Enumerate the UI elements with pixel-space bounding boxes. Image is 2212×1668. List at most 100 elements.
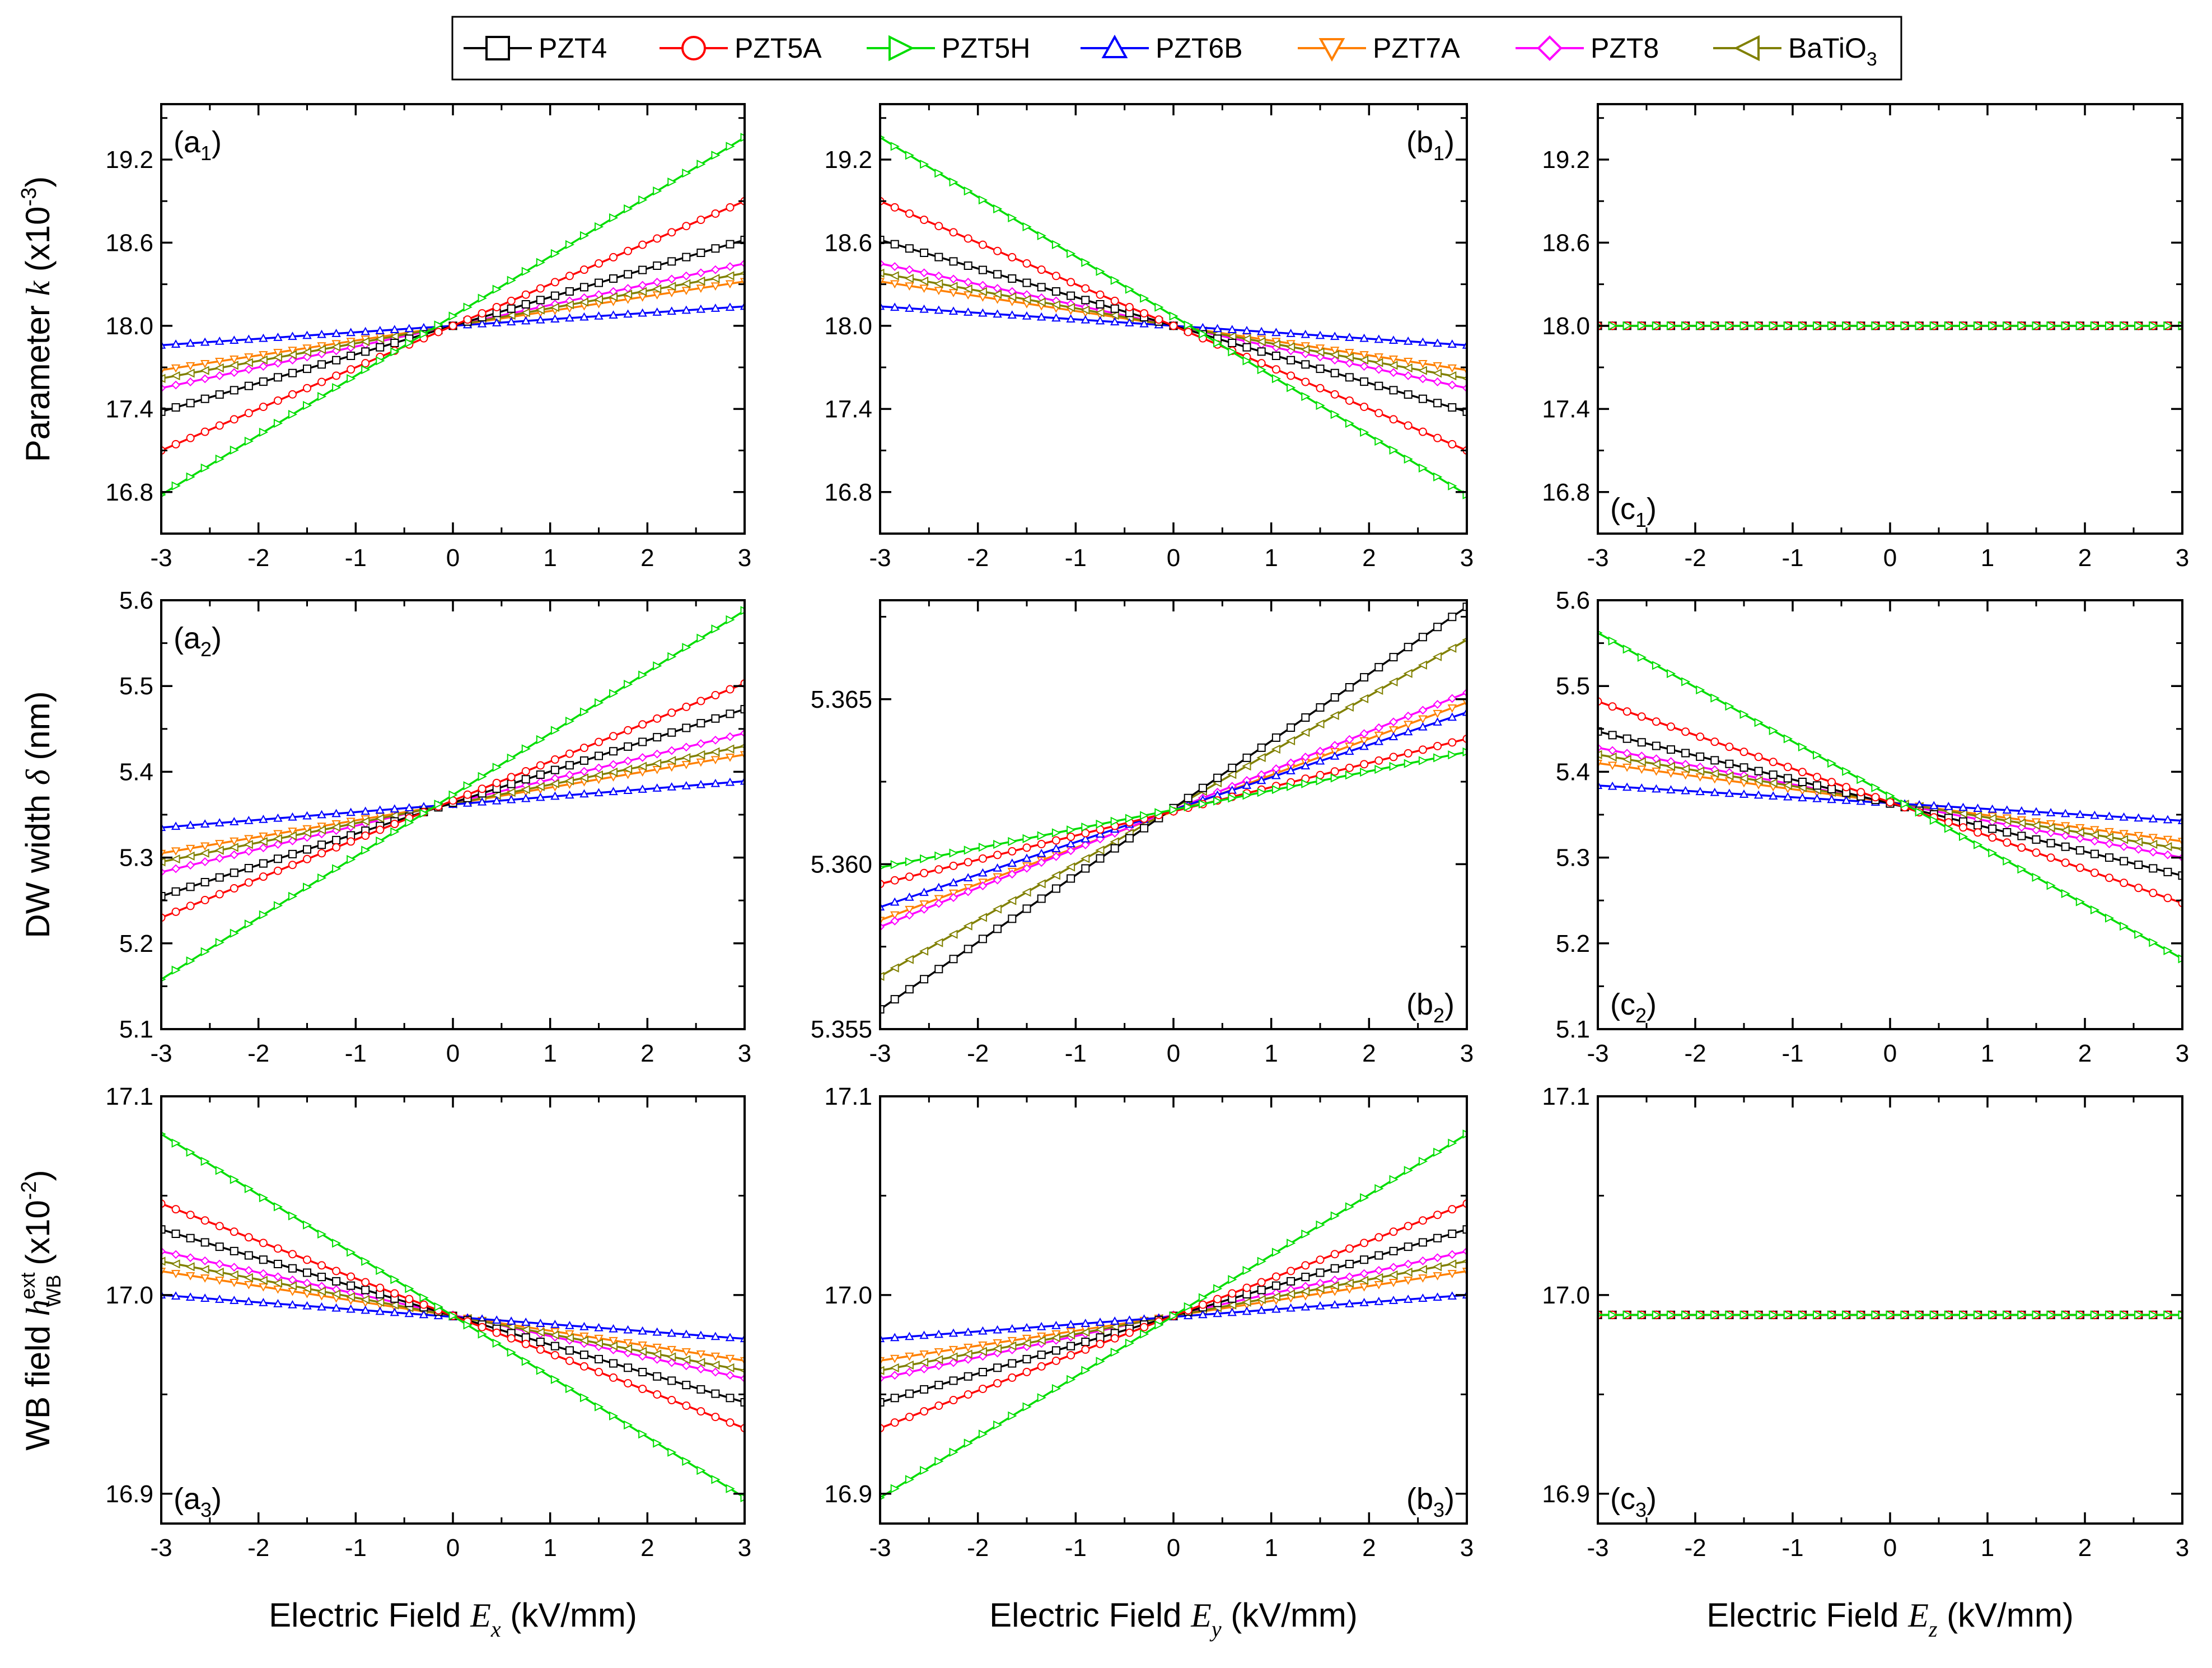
point-PZT6B [185,338,195,347]
point-PZT5A [1271,365,1280,374]
point-PZT4 [1345,1260,1354,1269]
point-PZT6B [1827,795,1836,803]
point-PZT7A [244,353,254,362]
point-PZT5A [1842,783,1851,792]
point-PZT5A [463,315,472,324]
point-BaTiO3 [934,1355,943,1365]
point-PZT4 [1608,731,1617,740]
point-PZT5A [521,1339,530,1348]
point-PZT5H [1974,1310,1983,1320]
point-PZT5A [259,872,268,881]
point-PZT8 [2105,839,2114,849]
point-PZT5H [1360,427,1369,437]
point-PZT7A [1607,761,1617,770]
point-PZT5H [1725,1310,1734,1320]
point-PZT8 [964,887,973,896]
point-PZT6B [346,1304,356,1313]
point-PZT4 [1140,824,1149,833]
point-PZT6B [594,311,604,320]
point-PZT8 [273,1272,283,1282]
point-PZT7A [638,1341,647,1350]
point-BaTiO3 [1285,1289,1296,1299]
point-BaTiO3 [2017,818,2026,828]
point-PZT6B [185,1292,195,1301]
point-PZT5H [215,1166,225,1175]
point-PZT5H [696,1466,706,1475]
point-PZT5H [448,311,458,321]
point-BaTiO3 [978,1347,987,1356]
series-PZT5H [161,1132,745,1502]
point-PZT6B [1110,317,1120,326]
point-BaTiO3 [302,347,311,357]
point-BaTiO3 [2104,833,2113,842]
point-PZT8 [1051,852,1061,861]
point-PZT5A [1418,1216,1427,1225]
point-PZT4 [1081,1337,1090,1346]
point-PZT6B [550,1320,560,1328]
point-PZT5A [1257,359,1266,368]
point-PZT8 [919,1364,929,1373]
point-PZT5H [1637,1310,1647,1320]
point-PZT5H [1404,454,1413,464]
point-PZT5A [317,377,326,386]
point-PZT6B [521,1317,531,1326]
point-PZT6B [361,326,370,335]
point-PZT6B [579,312,589,321]
point-BaTiO3 [2002,816,2012,825]
point-PZT8 [993,875,1002,885]
point-BaTiO3 [287,350,297,359]
point-PZT7A [934,1348,943,1357]
point-PZT4 [390,339,399,348]
x-tick-label: -1 [1781,544,1803,572]
point-BaTiO3 [890,271,899,281]
point-PZT4 [1184,793,1192,802]
series-PZT5A [161,197,745,455]
point-PZT5H [390,1275,400,1284]
point-BaTiO3 [963,284,972,294]
point-PZT4 [2003,828,2012,837]
point-PZT7A [1374,1281,1383,1289]
point-PZT6B [1227,325,1237,333]
point-PZT7A [1666,769,1676,778]
point-PZT6B [302,330,312,339]
point-PZT6B [507,317,516,326]
y-tick-label: 16.8 [105,479,153,506]
point-PZT5H [230,445,239,455]
point-PZT5H [1944,824,1954,833]
point-PZT5A [1287,371,1296,380]
point-PZT6B [1242,325,1252,334]
point-PZT7A [1315,344,1325,353]
point-PZT8 [919,268,929,278]
point-BaTiO3 [919,946,929,956]
point-PZT5H [288,1211,298,1221]
x-tick-label: -1 [1781,1040,1803,1067]
point-PZT5H [565,1384,575,1394]
point-PZT5H [2075,321,2085,330]
point-PZT6B [919,1330,929,1339]
point-PZT5A [492,302,501,311]
x-tick-label: 2 [1362,1040,1376,1067]
point-PZT5H [1110,275,1120,285]
point-PZT5H [595,698,604,708]
point-PZT5A [2120,879,2129,887]
point-PZT5H [993,204,1003,214]
point-PZT5H [890,142,900,151]
point-BaTiO3 [1315,347,1325,357]
point-PZT6B [1637,783,1647,792]
plot-frame [1597,1095,2183,1525]
point-PZT5A [1360,760,1369,769]
point-PZT7A [2046,820,2056,829]
point-PZT6B [1447,339,1457,348]
point-PZT5H [390,827,400,837]
point-PZT5H [1154,808,1164,817]
point-PZT4 [273,373,282,382]
point-PZT4 [244,1251,253,1260]
point-PZT5H [1813,1310,1822,1320]
point-PZT6B [1286,766,1296,774]
point-PZT4 [1287,1277,1296,1286]
point-PZT6B [317,1302,326,1311]
plot-frame [879,103,1468,535]
point-PZT5H [288,409,298,419]
x-tick-label: 0 [446,1040,460,1067]
point-PZT8 [259,362,268,371]
